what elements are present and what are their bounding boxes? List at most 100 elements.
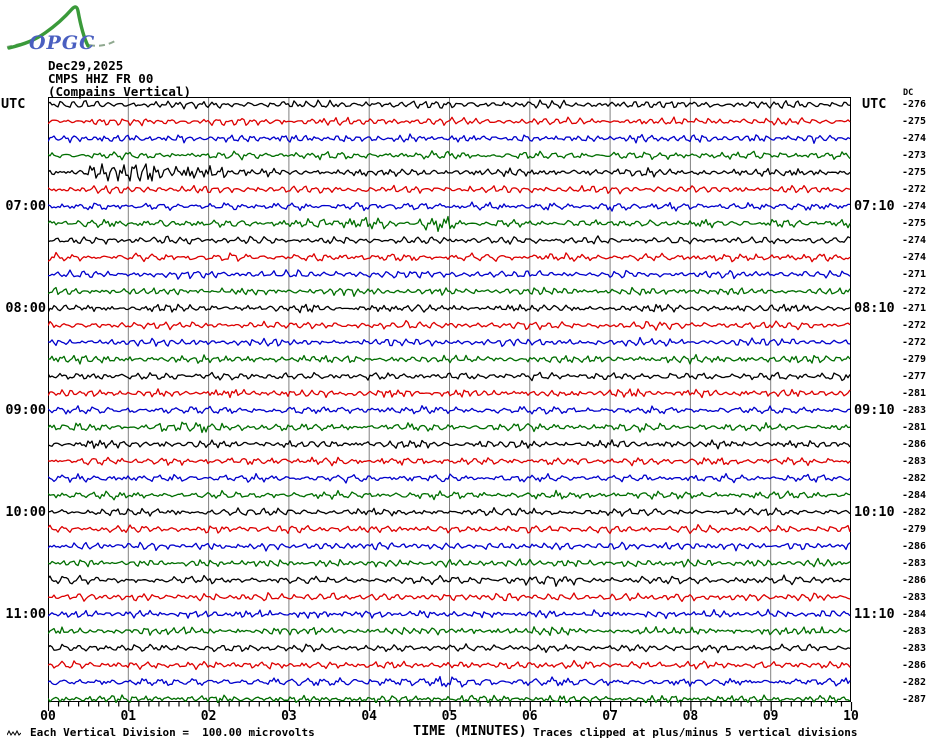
dc-offset-value: -272 <box>902 319 927 331</box>
footer-clip-note: Traces clipped at plus/minus 5 vertical … <box>533 726 858 739</box>
trace-row <box>48 439 851 450</box>
trace-row <box>48 269 851 280</box>
opgc-logo: OPGC <box>6 5 116 54</box>
dc-offset-value: -286 <box>902 574 927 586</box>
right-hour-label: 09:10 <box>854 402 895 419</box>
trace-row <box>48 626 851 636</box>
dc-offset-value: -274 <box>902 132 927 144</box>
x-tick-label: 01 <box>120 709 137 724</box>
trace-row <box>48 557 851 568</box>
trace-row <box>48 251 851 263</box>
right-hour-label: 11:10 <box>854 606 895 623</box>
header-date: Dec29,2025 <box>48 58 124 73</box>
plot-border <box>48 97 851 702</box>
trace-row <box>48 489 851 501</box>
trace-row <box>48 353 851 365</box>
dc-offset-value: -283 <box>902 404 927 416</box>
dc-offset-value: -281 <box>902 387 927 399</box>
trace-row <box>48 201 850 212</box>
dc-offset-value: -279 <box>902 523 927 535</box>
dc-offset-value: -275 <box>902 217 927 229</box>
header-station: CMPS HHZ FR 00 <box>48 71 154 86</box>
trace-row <box>48 507 851 517</box>
trace-row <box>48 336 851 348</box>
trace-row <box>48 675 851 688</box>
trace-row <box>48 235 851 245</box>
x-tick-label: 03 <box>281 709 297 724</box>
dc-offset-value: -271 <box>902 302 927 314</box>
utc-axis-title-right: UTC <box>862 96 887 112</box>
dc-offset-value: -283 <box>902 591 927 603</box>
right-hour-label: 10:10 <box>854 504 895 521</box>
dc-offset-value: -274 <box>902 234 927 246</box>
trace-row <box>48 421 851 434</box>
x-tick-label: 07 <box>602 709 618 724</box>
dc-offset-value: -271 <box>902 268 927 280</box>
trace-row <box>48 643 851 654</box>
trace-row <box>48 659 851 671</box>
dc-offset-value: -286 <box>902 540 927 552</box>
dc-offset-value: -273 <box>902 149 927 161</box>
dc-offset-value: -272 <box>902 183 927 195</box>
trace-row <box>48 303 851 314</box>
dc-offset-value: -272 <box>902 285 927 297</box>
dc-offset-value: -282 <box>902 472 927 484</box>
dc-offset-value: -282 <box>902 676 927 688</box>
trace-row <box>48 456 851 467</box>
trace-row <box>48 574 851 587</box>
header-component: (Compains Vertical) <box>48 84 191 99</box>
trace-row <box>48 523 851 535</box>
dc-offset-value: -284 <box>902 608 927 620</box>
micro-waveform-icon <box>7 729 21 736</box>
dc-offset-value: -283 <box>902 557 927 569</box>
x-tick-label: 04 <box>361 709 378 724</box>
left-hour-label: 08:00 <box>5 300 46 317</box>
right-hour-label: 07:10 <box>854 198 895 215</box>
dc-offset-value: -274 <box>902 200 927 212</box>
x-tick-label: 10 <box>843 709 859 724</box>
trace-row <box>48 405 851 415</box>
trace-row <box>48 116 851 127</box>
x-axis-ticks <box>48 702 853 711</box>
dc-offset-value: -286 <box>902 659 927 671</box>
x-tick-label: 09 <box>762 709 779 724</box>
dc-offset-value: -277 <box>902 370 927 382</box>
trace-row <box>48 215 851 233</box>
dc-offset-value: -272 <box>902 336 927 348</box>
trace-row <box>48 371 851 382</box>
dc-offset-value: -286 <box>902 438 927 450</box>
logo-curve-icon <box>7 5 90 50</box>
logo-text: OPGC <box>29 32 95 54</box>
trace-row <box>48 608 851 620</box>
dc-offset-value: -283 <box>902 625 927 637</box>
trace-row <box>48 286 851 297</box>
trace-row <box>48 99 851 110</box>
utc-axis-title-left: UTC <box>1 96 26 112</box>
left-hour-label: 09:00 <box>5 402 46 419</box>
trace-row <box>48 184 851 195</box>
dc-offset-value: -283 <box>902 455 927 467</box>
right-hour-label: 08:10 <box>854 300 895 317</box>
trace-row <box>48 163 851 182</box>
trace-row <box>48 133 851 144</box>
dc-offset-value: -283 <box>902 642 927 654</box>
dc-offset-value: -275 <box>902 166 927 178</box>
dc-offset-value: -274 <box>902 251 927 263</box>
trace-row <box>48 150 851 161</box>
trace-row <box>48 319 851 331</box>
trace-row <box>48 472 851 484</box>
x-tick-label: 00 <box>40 709 56 724</box>
trace-row <box>48 592 851 603</box>
footer-scale-note: Each Vertical Division = 100.00 microvol… <box>30 726 315 739</box>
left-hour-label: 11:00 <box>5 606 46 623</box>
dc-offset-value: -279 <box>902 353 927 365</box>
dc-offset-value: -284 <box>902 489 927 501</box>
x-tick-label: 08 <box>682 709 699 724</box>
dc-offset-value: -282 <box>902 506 927 518</box>
left-hour-label: 10:00 <box>5 504 46 521</box>
x-tick-label: 02 <box>200 709 217 724</box>
left-hour-label: 07:00 <box>5 198 46 215</box>
dc-offset-value: -275 <box>902 115 927 127</box>
dc-offset-value: -276 <box>902 99 927 110</box>
